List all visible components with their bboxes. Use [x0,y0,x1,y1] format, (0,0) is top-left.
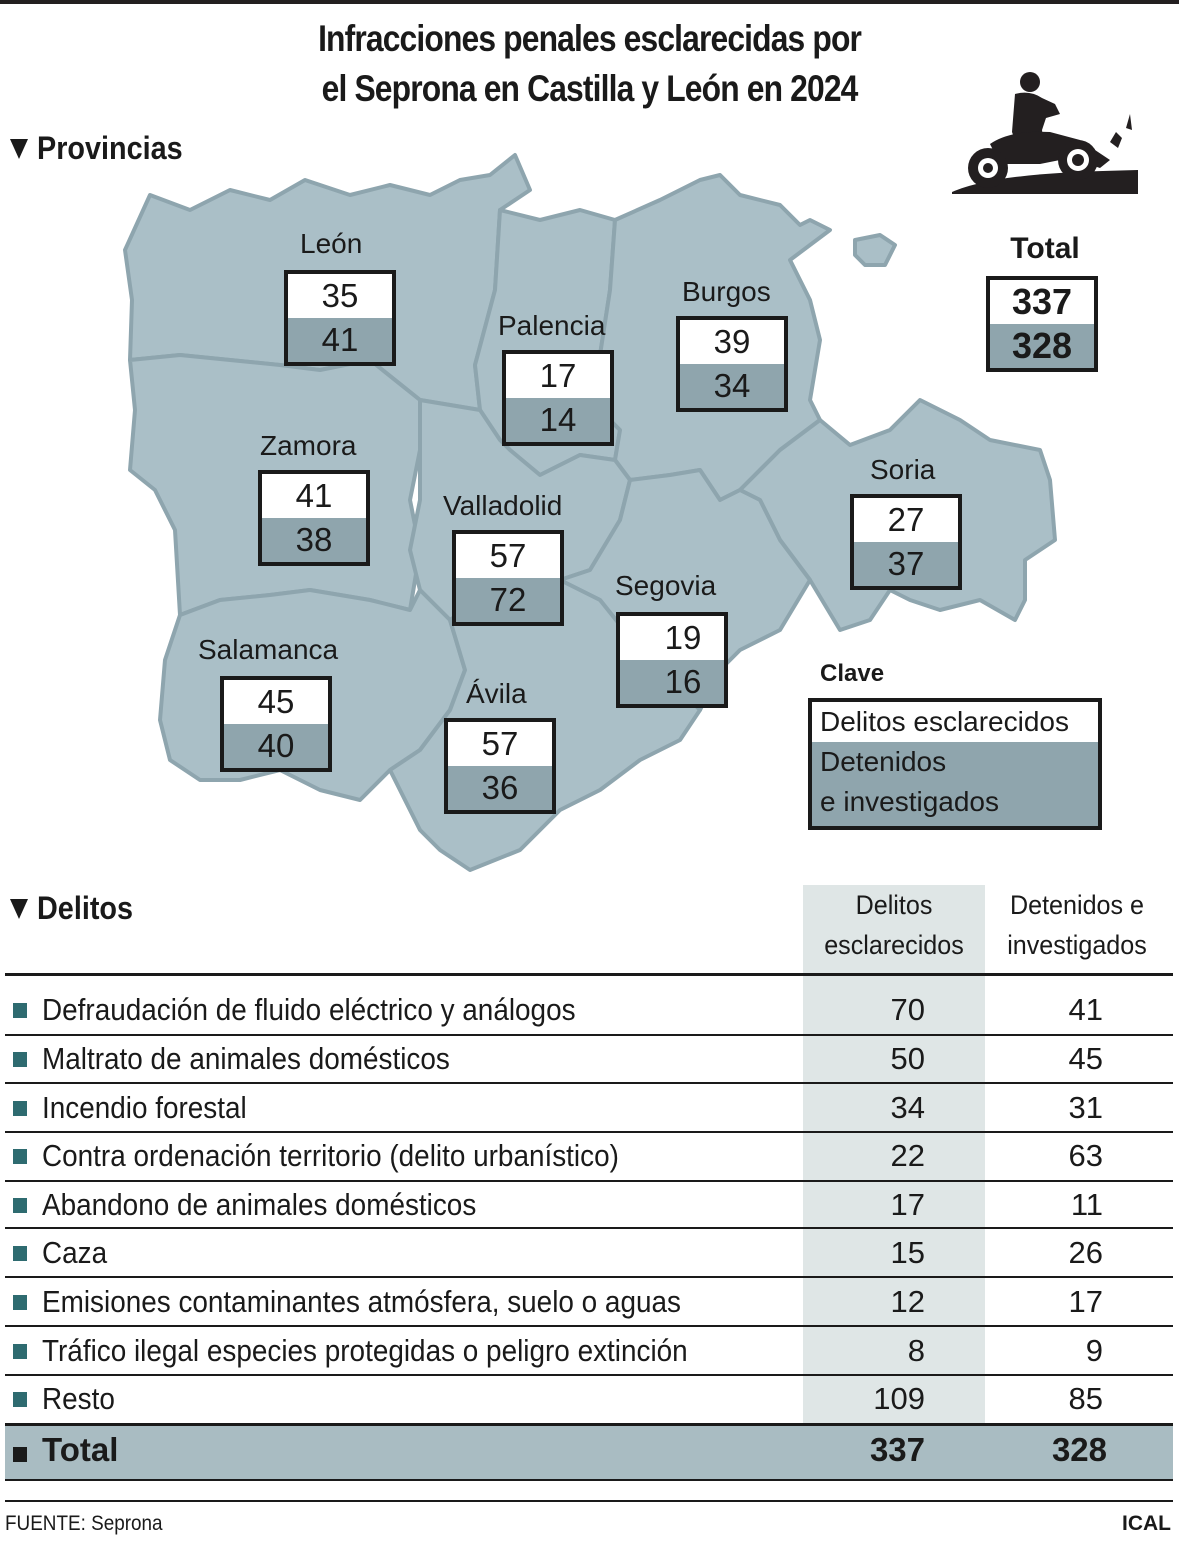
castilla-y-leon-map: León 35 41 Palencia 17 14 Burgos 39 34 Z… [120,150,1070,890]
table-total-row: Total 337 328 [5,1426,1173,1480]
table-row: Resto 109 85 [5,1374,1173,1422]
row-divider [5,1423,1173,1426]
detenidos-value: 41 [288,318,392,362]
motorcycle-rider-icon [952,72,1138,194]
top-rule [0,0,1179,4]
province-box-leon: 35 41 [284,270,396,366]
table-row: Abandono de animales domésticos 17 11 [5,1180,1173,1228]
square-bullet-icon [13,1052,27,1067]
detenidos-value: 34 [680,364,784,408]
triangle-down-icon [10,898,28,919]
detenidos-value: 36 [448,766,552,810]
delitos-value: 41 [262,474,366,518]
row-divider [5,1325,1173,1327]
delitos-value: 39 [680,320,784,364]
province-label-leon: León [300,228,363,259]
delitos-value: 45 [224,680,328,724]
province-box-avila: 57 36 [444,718,556,814]
total-delitos-value: 337 [990,280,1094,324]
province-box-salamanca: 45 40 [220,676,332,772]
header-divider [5,973,1173,976]
table-row: Emisiones contaminantes atmósfera, suelo… [5,1277,1173,1325]
triangle-down-icon [10,138,28,159]
table-row: Defraudación de fluido eléctrico y análo… [5,985,1173,1033]
detenidos-value: 14 [506,398,610,442]
chart-title: Infracciones penales esclarecidas por el… [318,18,862,109]
square-bullet-icon [13,1149,27,1164]
row-divider [5,1227,1173,1229]
detenidos-value: 37 [854,542,958,586]
column-header-detenidos: Detenidos e investigados [1007,890,1147,960]
delitos-value: 57 [456,534,560,578]
row-divider [5,1276,1173,1278]
table-row: Incendio forestal 34 31 [5,1083,1173,1131]
table-row: Caza 15 26 [5,1228,1173,1276]
square-bullet-icon [13,1344,27,1359]
province-label-valladolid: Valladolid [443,490,563,521]
delitos-value: 27 [854,498,958,542]
detenidos-value: 72 [456,578,560,622]
row-divider [5,1180,1173,1182]
province-label-salamanca: Salamanca [198,634,339,665]
table-row: Maltrato de animales domésticos 50 45 [5,1034,1173,1082]
province-label-burgos: Burgos [682,276,771,307]
detenidos-value: 16 [620,660,724,704]
legend-title: Clave [820,660,885,687]
delitos-value: 17 [506,354,610,398]
legend-item-detenidos: Detenidos e investigados [820,746,1000,817]
legend: Delitos esclarecidos Detenidos e investi… [808,698,1102,830]
province-label-zamora: Zamora [260,430,357,461]
credit: ICAL [1122,1512,1171,1535]
detenidos-value: 38 [262,518,366,562]
province-box-burgos: 39 34 [676,316,788,412]
province-label-avila: Ávila [466,678,527,709]
province-label-soria: Soria [870,454,936,485]
total-label: Total [1010,232,1080,265]
delitos-value: 57 [448,722,552,766]
footer-rule [5,1500,1173,1502]
table-row: Tráfico ilegal especies protegidas o pel… [5,1326,1173,1374]
square-bullet-icon [13,1246,27,1261]
source-note: FUENTE: Seprona [5,1512,163,1535]
total-detenidos-value: 328 [990,324,1094,368]
row-divider [5,1034,1173,1036]
total-box: 337 328 [986,276,1098,372]
delitos-value: 19 [620,616,724,660]
square-bullet-icon [13,1295,27,1310]
section-heading-delitos: Delitos [10,890,133,927]
province-label-segovia: Segovia [615,570,717,601]
province-box-zamora: 41 38 [258,470,370,566]
column-header-delitos: Delitos esclarecidos [824,890,964,960]
province-box-soria: 27 37 [850,494,962,590]
row-divider [5,1374,1173,1376]
province-box-palencia: 17 14 [502,350,614,446]
square-bullet-icon [13,1198,27,1213]
detenidos-value: 40 [224,724,328,768]
row-divider [5,1131,1173,1133]
square-bullet-icon [13,1101,27,1116]
province-box-valladolid: 57 72 [452,530,564,626]
row-divider [5,1082,1173,1084]
section-heading-provincias: Provincias [10,130,183,167]
square-bullet-icon [13,1447,27,1462]
province-label-palencia: Palencia [498,310,606,341]
square-bullet-icon [13,1392,27,1407]
table-row: Contra ordenación territorio (delito urb… [5,1131,1173,1179]
legend-item-delitos: Delitos esclarecidos [812,702,1098,742]
province-box-segovia: 19 16 [616,612,728,708]
square-bullet-icon [13,1003,27,1018]
table-bottom-rule [5,1479,1173,1481]
delitos-value: 35 [288,274,392,318]
